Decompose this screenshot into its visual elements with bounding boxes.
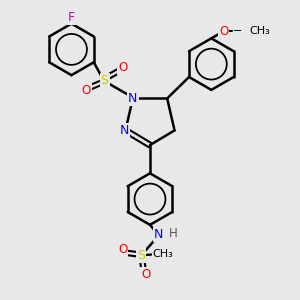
Text: N: N (154, 228, 163, 241)
Text: O: O (82, 84, 91, 97)
Text: N: N (119, 124, 129, 137)
Text: H: H (169, 227, 178, 240)
Text: N: N (128, 92, 137, 105)
Text: −: − (232, 26, 242, 37)
Text: O: O (219, 25, 228, 38)
Text: O: O (141, 268, 151, 281)
Text: S: S (137, 249, 146, 262)
Text: CH₃: CH₃ (152, 249, 173, 259)
Text: F: F (68, 11, 75, 24)
Text: O: O (118, 61, 127, 74)
Text: CH₃: CH₃ (249, 26, 270, 37)
Text: O: O (118, 243, 127, 256)
Text: S: S (100, 74, 109, 87)
